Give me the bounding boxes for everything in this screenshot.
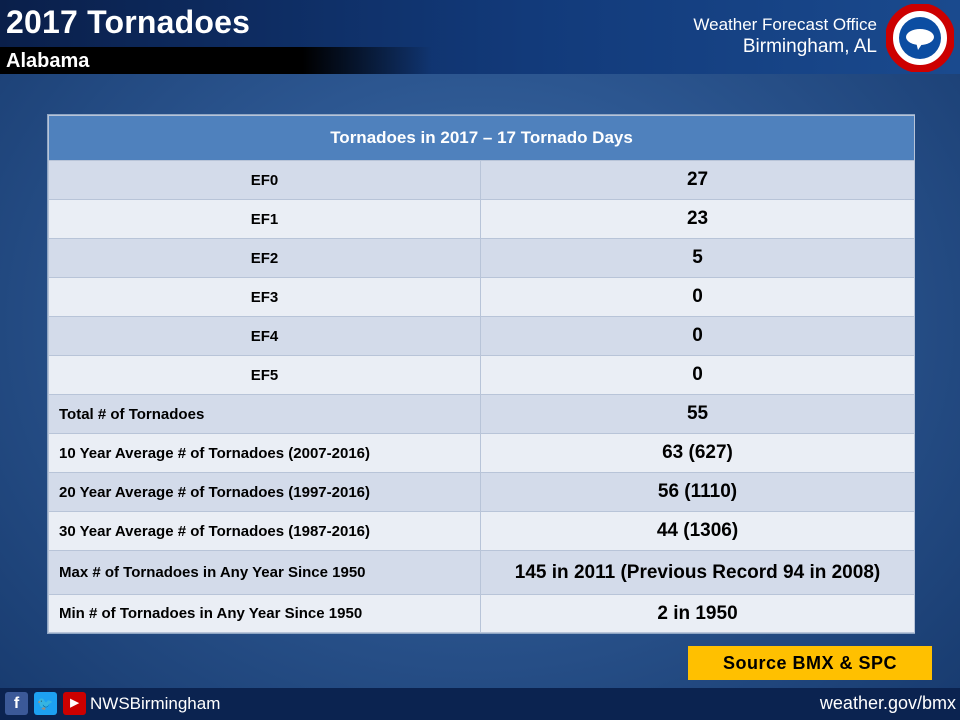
row-label: EF4 (48, 316, 481, 356)
table-row: 10 Year Average # of Tornadoes (2007-201… (48, 433, 916, 473)
office-line-1: Weather Forecast Office (693, 15, 877, 34)
row-label: EF5 (48, 355, 481, 395)
table-title: Tornadoes in 2017 – 17 Tornado Days (47, 115, 916, 161)
social-handle[interactable]: NWSBirmingham (90, 694, 221, 713)
table-row: EF2 5 (48, 238, 916, 278)
row-value: 0 (479, 316, 916, 356)
row-label: EF0 (48, 160, 481, 200)
row-value: 2 in 1950 (479, 594, 916, 633)
table-row: Max # of Tornadoes in Any Year Since 195… (48, 550, 916, 595)
row-value: 56 (1110) (479, 472, 916, 512)
office-name: Weather Forecast Office Birmingham, AL (693, 14, 877, 58)
row-value: 27 (479, 160, 916, 200)
row-label: Total # of Tornadoes (48, 394, 481, 434)
row-value: 55 (479, 394, 916, 434)
twitter-icon[interactable]: 🐦 (34, 692, 57, 715)
row-value: 0 (479, 277, 916, 317)
row-value: 63 (627) (479, 433, 916, 473)
row-label: 30 Year Average # of Tornadoes (1987-201… (48, 511, 481, 551)
row-label: Max # of Tornadoes in Any Year Since 195… (48, 550, 481, 595)
table-row: 30 Year Average # of Tornadoes (1987-201… (48, 511, 916, 551)
row-label: 10 Year Average # of Tornadoes (2007-201… (48, 433, 481, 473)
website-url[interactable]: weather.gov/bmx (819, 693, 956, 713)
youtube-icon[interactable]: ▶ (63, 692, 86, 715)
table-row: Total # of Tornadoes 55 (48, 394, 916, 434)
subtitle-bar (0, 47, 432, 74)
row-label: 20 Year Average # of Tornadoes (1997-201… (48, 472, 481, 512)
office-line-2: Birmingham, AL (742, 36, 877, 57)
table-row: EF1 23 (48, 199, 916, 239)
row-label: EF1 (48, 199, 481, 239)
facebook-icon[interactable]: f (5, 692, 28, 715)
page-title: 2017 Tornadoes (6, 4, 251, 40)
row-value: 5 (479, 238, 916, 278)
nws-logo-icon (886, 4, 954, 72)
row-value: 0 (479, 355, 916, 395)
row-label: EF2 (48, 238, 481, 278)
table-row: 20 Year Average # of Tornadoes (1997-201… (48, 472, 916, 512)
row-label: EF3 (48, 277, 481, 317)
table-row: EF3 0 (48, 277, 916, 317)
table-row: Min # of Tornadoes in Any Year Since 195… (48, 594, 916, 633)
source-badge: Source BMX & SPC (688, 646, 932, 680)
footer-bar (0, 688, 960, 720)
row-label: Min # of Tornadoes in Any Year Since 195… (48, 594, 481, 633)
table-row: EF0 27 (48, 160, 916, 200)
tornado-table: Tornadoes in 2017 – 17 Tornado Days EF0 … (47, 114, 916, 634)
table-row: EF4 0 (48, 316, 916, 356)
row-value: 145 in 2011 (Previous Record 94 in 2008) (479, 550, 916, 595)
row-value: 44 (1306) (479, 511, 916, 551)
row-value: 23 (479, 199, 916, 239)
table-row: EF5 0 (48, 355, 916, 395)
page-subtitle: Alabama (6, 50, 90, 72)
